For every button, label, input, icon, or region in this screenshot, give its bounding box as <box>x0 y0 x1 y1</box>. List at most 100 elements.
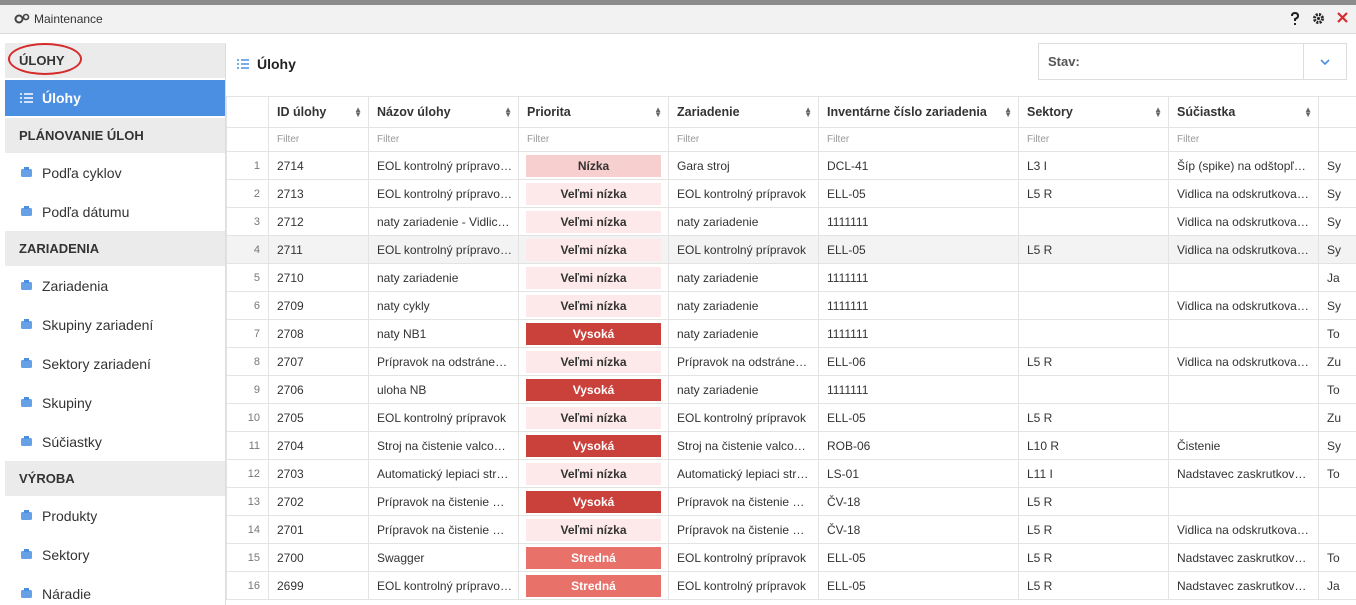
table-row[interactable]: 5 2710 naty zariadenie Veľmi nízka naty zari… <box>226 263 1356 292</box>
table-cell: Nadstavec zaskrutkov… <box>1168 571 1319 600</box>
window: Maintenance ÚLOHY Úlohy PLÁNOVANIE ÚLOH Pod… <box>0 5 1356 605</box>
table-row[interactable]: 10 2705 EOL kontrolný prípravok Veľmi nízka… <box>226 403 1356 432</box>
cell-text: naty NB1 <box>377 326 427 341</box>
table-row[interactable]: 14 2701 Prípravok na čistenie … Veľmi nízka… <box>226 515 1356 544</box>
cell-text: Ja <box>1327 270 1340 285</box>
table-cell <box>1168 319 1319 348</box>
row-number: 15 <box>226 543 269 572</box>
table-cell: Veľmi nízka <box>518 515 669 544</box>
table-cell: 2709 <box>268 291 369 320</box>
tasks-table: ID úlohy ▲ ▼ Názov úlohy ▲ ▼ Priorita ▲ ▼ Zariade… <box>226 96 1356 600</box>
nav-item[interactable]: Súčiastky <box>5 422 225 461</box>
table-cell: Vidlica na odskrutkova… <box>1168 291 1319 320</box>
table-cell: EOL kontrolný prípravok <box>668 235 819 264</box>
table-cell: Sy <box>1318 431 1356 460</box>
nav-item[interactable]: Sektory <box>5 535 225 574</box>
table-cell: EOL kontrolný prípravo… <box>368 235 519 264</box>
cell-text: 2713 <box>277 186 304 201</box>
column-header[interactable]: Sektory ▲ ▼ <box>1018 96 1169 128</box>
table-row[interactable]: 1 2714 EOL kontrolný prípravo… Nízka Gara st… <box>226 151 1356 180</box>
nav-item[interactable]: Produkty <box>5 496 225 535</box>
table-cell: EOL kontrolný prípravo… <box>368 151 519 180</box>
table-row[interactable]: 12 2703 Automatický lepiaci str… Veľmi nízk… <box>226 459 1356 488</box>
nav-item[interactable]: Skupiny <box>5 383 225 422</box>
filter-input[interactable]: Filter <box>818 127 1019 152</box>
cell-text: Vidlica na odskrutkova… <box>1177 186 1309 201</box>
cell-text: L11 I <box>1027 466 1053 481</box>
table-cell: 2713 <box>268 179 369 208</box>
dropdown-toggle[interactable] <box>1303 44 1346 79</box>
table-row[interactable]: 16 2699 EOL kontrolný prípravo… Stredná EOL … <box>226 571 1356 600</box>
column-header[interactable]: Názov úlohy ▲ ▼ <box>368 96 519 128</box>
cell-text: 2701 <box>277 522 304 537</box>
table-row[interactable]: 6 2709 naty cykly Veľmi nízka naty zariadeni… <box>226 291 1356 320</box>
cell-text: naty zariadenie <box>677 326 759 341</box>
table-cell: Nadstavec zaskrutkov… <box>1168 543 1319 572</box>
table-cell: 2710 <box>268 263 369 292</box>
table-cell: LS-01 <box>818 459 1019 488</box>
table-row[interactable]: 13 2702 Prípravok na čistenie … Vysoká Prípr… <box>226 487 1356 516</box>
filter-input[interactable]: Filter <box>268 127 369 152</box>
column-header[interactable]: Súčiastka ▲ ▼ <box>1168 96 1319 128</box>
cell-text: 2712 <box>277 214 304 229</box>
filter-input[interactable]: Filter <box>668 127 819 152</box>
table-row[interactable]: 11 2704 Stroj na čistenie valco… Vysoká Stro… <box>226 431 1356 460</box>
cell-text: Nadstavec zaskrutkov… <box>1177 466 1307 481</box>
nav-label: Podľa dátumu <box>42 203 130 220</box>
table-cell: Sy <box>1318 235 1356 264</box>
close-button[interactable] <box>1337 12 1348 23</box>
table-row[interactable]: 3 2712 naty zariadenie - Vidlic… Veľmi nízk… <box>226 207 1356 236</box>
table-cell: Nadstavec zaskrutkov… <box>1168 459 1319 488</box>
table-cell: 2707 <box>268 347 369 376</box>
table-row[interactable]: 15 2700 Swagger Stredná EOL kontrolný prípra… <box>226 543 1356 572</box>
panel-title: Úlohy <box>257 56 296 72</box>
cell-text: Sy <box>1327 186 1342 201</box>
cell-text: EOL kontrolný prípravok <box>677 242 806 257</box>
help-button[interactable] <box>1290 12 1300 26</box>
nav-item[interactable]: Náradie <box>5 574 225 605</box>
column-header[interactable]: Priorita ▲ ▼ <box>518 96 669 128</box>
filter-input[interactable]: Filter <box>1018 127 1169 152</box>
nav-item[interactable]: Sektory zariadení <box>5 344 225 383</box>
nav-item[interactable]: Podľa cyklov <box>5 153 225 192</box>
cell-text: Automatický lepiaci str… <box>377 466 509 481</box>
nav-label: Zariadenia <box>42 277 109 294</box>
cell-text: ČV-18 <box>827 494 861 509</box>
priority-badge: Stredná <box>526 574 661 597</box>
cell-text: 1111111 <box>827 382 869 397</box>
table-row[interactable]: 7 2708 naty NB1 Vysoká naty zariadenie 111111… <box>226 319 1356 348</box>
status-filter[interactable]: Stav: <box>1038 43 1347 80</box>
table-cell: naty zariadenie <box>668 375 819 404</box>
filter-input[interactable]: Filter <box>1168 127 1319 152</box>
table-cell: 2706 <box>268 375 369 404</box>
cell-text: L5 R <box>1027 550 1053 565</box>
section-title: PLÁNOVANIE ÚLOH <box>19 128 144 143</box>
table-row[interactable]: 8 2707 Prípravok na odstráne… Veľmi nízka Pr… <box>226 347 1356 376</box>
filter-input[interactable]: Filter <box>518 127 669 152</box>
nav-label: Sektory zariadení <box>42 355 151 372</box>
filter-input[interactable]: Filter <box>368 127 519 152</box>
settings-button[interactable] <box>1312 12 1325 25</box>
table-row[interactable]: 4 2711 EOL kontrolný prípravo… Veľmi nízka E… <box>226 235 1356 264</box>
nav-item[interactable]: Skupiny zariadení <box>5 305 225 344</box>
table-cell: L5 R <box>1018 543 1169 572</box>
table-cell: To <box>1318 459 1356 488</box>
table-cell: Sy <box>1318 179 1356 208</box>
section-title: VÝROBA <box>19 471 75 486</box>
cell-text: ČV-18 <box>827 522 861 537</box>
column-header[interactable]: Zariadenie ▲ ▼ <box>668 96 819 128</box>
cell-text: 2699 <box>277 578 304 593</box>
table-row[interactable]: 2 2713 EOL kontrolný prípravo… Veľmi nízka E… <box>226 179 1356 208</box>
column-header[interactable]: Inventárne číslo zariadenia ▲ ▼ <box>818 96 1019 128</box>
column-header[interactable]: ID úlohy ▲ ▼ <box>268 96 369 128</box>
nav-item[interactable]: Úlohy <box>5 80 225 116</box>
priority-badge: Veľmi nízka <box>526 350 661 373</box>
nav-label: Skupiny <box>42 394 92 411</box>
cell-text: 1111111 <box>827 270 869 285</box>
row-number: 14 <box>226 515 269 544</box>
table-cell: 2714 <box>268 151 369 180</box>
nav-item[interactable]: Zariadenia <box>5 266 225 305</box>
nav-item[interactable]: Podľa dátumu <box>5 192 225 231</box>
table-row[interactable]: 9 2706 uloha NB Vysoká naty zariadenie 111111… <box>226 375 1356 404</box>
priority-badge: Vysoká <box>526 434 661 457</box>
